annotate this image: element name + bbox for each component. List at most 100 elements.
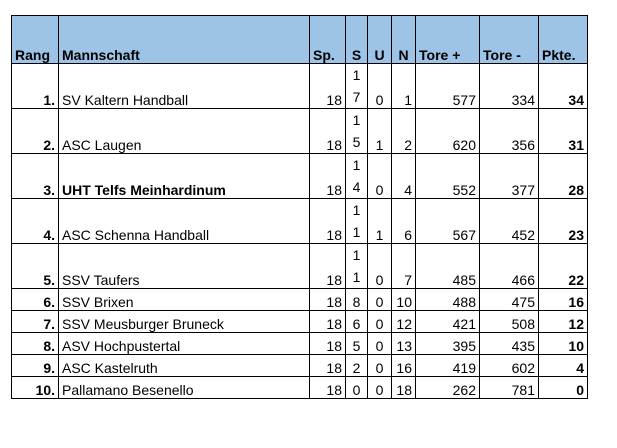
- points-cell: 31: [538, 108, 588, 154]
- draws-cell: 0: [367, 310, 392, 333]
- team-cell: UHT Telfs Meinhardinum: [58, 153, 310, 199]
- draws-cell: 0: [367, 354, 392, 377]
- draws-cell: 1: [367, 108, 392, 154]
- header-goals-for: Tore +: [415, 15, 480, 64]
- wins-digit-top: 1: [352, 202, 361, 218]
- table-row: 8. ASV Hochpustertal 18 5 0 13 395 435 1…: [11, 332, 588, 355]
- draws-cell: 0: [367, 243, 392, 289]
- rank-cell: 2.: [11, 108, 59, 154]
- rank-cell: 10.: [11, 376, 59, 399]
- points-cell: 28: [538, 153, 588, 199]
- header-rank: Rang: [11, 15, 59, 64]
- goals-for-cell: 620: [415, 108, 480, 154]
- wins-digit-bottom: 4: [352, 179, 361, 195]
- points-cell: 0: [538, 376, 588, 399]
- draws-cell: 0: [367, 288, 392, 311]
- goals-for-cell: 262: [415, 376, 480, 399]
- losses-cell: 7: [391, 243, 416, 289]
- points-cell: 22: [538, 243, 588, 289]
- points-cell: 23: [538, 198, 588, 244]
- team-cell: SV Kaltern Handball: [58, 63, 310, 109]
- losses-cell: 2: [391, 108, 416, 154]
- goals-against-cell: 475: [479, 288, 539, 311]
- wins-digit-bottom: 7: [352, 89, 361, 105]
- rank-cell: 3.: [11, 153, 59, 199]
- wins-digit-top: 1: [352, 157, 361, 173]
- wins-cell: 2: [345, 354, 368, 377]
- draws-cell: 1: [367, 198, 392, 244]
- rank-cell: 4.: [11, 198, 59, 244]
- played-cell: 18: [309, 108, 346, 154]
- goals-for-cell: 488: [415, 288, 480, 311]
- played-cell: 18: [309, 288, 346, 311]
- header-goals-against: Tore -: [479, 15, 539, 64]
- played-cell: 18: [309, 354, 346, 377]
- points-cell: 4: [538, 354, 588, 377]
- points-cell: 34: [538, 63, 588, 109]
- table-row: 10. Pallamano Besenello 18 0 0 18 262 78…: [11, 376, 588, 399]
- rank-cell: 9.: [11, 354, 59, 377]
- team-cell: ASC Laugen: [58, 108, 310, 154]
- points-cell: 12: [538, 310, 588, 333]
- rank-cell: 6.: [11, 288, 59, 311]
- goals-for-cell: 421: [415, 310, 480, 333]
- goals-against-cell: 466: [479, 243, 539, 289]
- losses-cell: 16: [391, 354, 416, 377]
- played-cell: 18: [309, 376, 346, 399]
- draws-cell: 0: [367, 332, 392, 355]
- goals-against-cell: 781: [479, 376, 539, 399]
- rank-cell: 7.: [11, 310, 59, 333]
- team-cell: Pallamano Besenello: [58, 376, 310, 399]
- header-played: Sp.: [309, 15, 346, 64]
- table-row: 9. ASC Kastelruth 18 2 0 16 419 602 4: [11, 354, 588, 377]
- played-cell: 18: [309, 243, 346, 289]
- wins-digit-bottom: 1: [352, 224, 361, 240]
- wins-digit-top: 1: [352, 247, 361, 263]
- draws-cell: 0: [367, 153, 392, 199]
- rank-cell: 8.: [11, 332, 59, 355]
- wins-cell: 6: [345, 310, 368, 333]
- points-cell: 10: [538, 332, 588, 355]
- wins-digit-top: 1: [352, 67, 361, 83]
- wins-cell: 5: [345, 332, 368, 355]
- points-cell: 16: [538, 288, 588, 311]
- goals-against-cell: 356: [479, 108, 539, 154]
- goals-against-cell: 602: [479, 354, 539, 377]
- header-draws: U: [367, 15, 392, 64]
- goals-against-cell: 508: [479, 310, 539, 333]
- played-cell: 18: [309, 332, 346, 355]
- rank-cell: 1.: [11, 63, 59, 109]
- goals-for-cell: 552: [415, 153, 480, 199]
- losses-cell: 18: [391, 376, 416, 399]
- goals-for-cell: 395: [415, 332, 480, 355]
- header-points: Pkte.: [538, 15, 588, 64]
- losses-cell: 4: [391, 153, 416, 199]
- table-row: 6. SSV Brixen 18 8 0 10 488 475 16: [11, 288, 588, 311]
- goals-for-cell: 419: [415, 354, 480, 377]
- played-cell: 18: [309, 310, 346, 333]
- goals-for-cell: 485: [415, 243, 480, 289]
- header-row: Rang Mannschaft Sp. S U N Tore + Tore - …: [11, 15, 588, 64]
- wins-cell: 8: [345, 288, 368, 311]
- team-cell: SSV Meusburger Bruneck: [58, 310, 310, 333]
- team-cell: SSV Brixen: [58, 288, 310, 311]
- wins-digit-bottom: 5: [352, 134, 361, 150]
- team-cell: ASV Hochpustertal: [58, 332, 310, 355]
- losses-cell: 12: [391, 310, 416, 333]
- goals-against-cell: 452: [479, 198, 539, 244]
- losses-cell: 1: [391, 63, 416, 109]
- played-cell: 18: [309, 63, 346, 109]
- wins-digit-top: 1: [352, 112, 361, 128]
- played-cell: 18: [309, 153, 346, 199]
- draws-cell: 0: [367, 63, 392, 109]
- losses-cell: 13: [391, 332, 416, 355]
- standings-table: Rang Mannschaft Sp. S U N Tore + Tore - …: [11, 15, 588, 399]
